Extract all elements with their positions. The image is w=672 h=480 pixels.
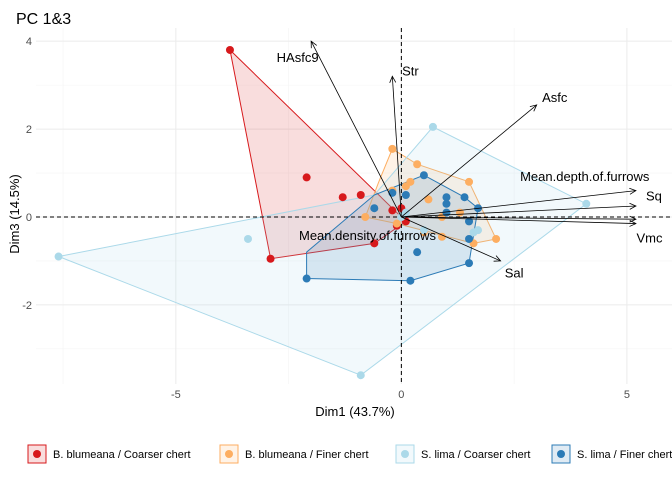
y-axis-label: Dim3 (14.5%) — [7, 174, 22, 253]
x-tick-label: 0 — [398, 389, 404, 401]
loading-label-hasfc9: HAsfc9 — [277, 50, 319, 65]
data-point-series-4 — [302, 274, 311, 283]
data-point-series-2 — [424, 195, 433, 204]
data-point-series-4 — [465, 234, 474, 243]
data-point-series-4 — [370, 204, 379, 213]
legend-marker-series-1 — [33, 450, 41, 458]
loading-arrow-asfc — [401, 104, 537, 218]
loading-label-asfc: Asfc — [542, 90, 568, 105]
loading-arrows: HAsfc9 Str Asfc Mean.depth.of.furrows Sq Vmc M… — [277, 40, 663, 281]
data-point-series-4 — [413, 248, 422, 257]
y-tick-label: -2 — [22, 300, 32, 312]
data-point-series-1 — [388, 206, 397, 215]
arrow-head — [310, 40, 317, 49]
legend: B. blumeana / Coarser chert B. blumeana /… — [27, 444, 672, 464]
loading-label-str: Str — [402, 63, 419, 78]
data-point-series-2 — [388, 144, 397, 153]
loading-arrow-mean-density-of-furrows — [401, 216, 636, 220]
data-point-series-3 — [428, 122, 437, 131]
legend-marker-series-2 — [225, 450, 233, 458]
data-point-series-2 — [361, 212, 370, 221]
legend-marker-series-3 — [401, 450, 409, 458]
loading-label-sq: Sq — [646, 189, 662, 204]
y-tick-label: 4 — [26, 36, 32, 48]
data-point-series-2 — [406, 177, 415, 186]
data-point-series-2 — [465, 177, 474, 186]
arrow-head — [389, 75, 397, 83]
data-point-series-2 — [492, 234, 501, 243]
data-point-series-4 — [401, 191, 410, 200]
loading-label-mean-density-of-furrows: Mean.density.of.furrows — [299, 228, 437, 243]
hull-layer — [56, 48, 588, 376]
x-tick-label: -5 — [171, 389, 181, 401]
loading-arrow-vmc — [401, 216, 636, 224]
loading-arrow-str — [391, 76, 402, 218]
arrow-head — [629, 202, 637, 210]
data-point-series-3 — [54, 252, 63, 261]
loading-label-sal: Sal — [505, 266, 524, 281]
data-point-series-3 — [244, 234, 252, 243]
data-point-series-1 — [338, 193, 347, 202]
legend-label-series-2: B. blumeana / Finer chert — [245, 449, 369, 461]
y-tick-label: 2 — [26, 124, 32, 136]
tick-labels: -5 0 5 -2 0 2 4 — [22, 36, 630, 401]
legend-label-series-4: S. lima / Finer chert — [577, 449, 672, 461]
loading-label-mean-depth-of-furrows: Mean.depth.of.furrows — [520, 169, 650, 184]
arrow-head — [529, 104, 538, 112]
x-tick-label: 5 — [624, 389, 630, 401]
data-point-series-4 — [419, 171, 428, 180]
loading-label-vmc: Vmc — [636, 230, 663, 245]
arrow-head — [629, 187, 637, 195]
data-point-series-4 — [442, 193, 451, 202]
data-point-series-2 — [437, 232, 446, 241]
data-point-series-3 — [356, 371, 365, 380]
data-point-series-2 — [413, 160, 422, 169]
y-tick-label: 0 — [26, 212, 32, 224]
x-axis-label: Dim1 (43.7%) — [315, 404, 394, 419]
legend-label-series-1: B. blumeana / Coarser chert — [53, 449, 191, 461]
data-point-series-4 — [465, 259, 474, 268]
data-point-series-1 — [370, 239, 379, 248]
chart-title: PC 1&3 — [16, 11, 71, 28]
legend-label-series-3: S. lima / Coarser chert — [421, 449, 530, 461]
data-point-series-4 — [406, 276, 415, 285]
arrow-head — [629, 215, 637, 223]
data-point-series-1 — [302, 173, 311, 182]
data-point-series-3 — [474, 226, 483, 235]
legend-marker-series-4 — [557, 450, 565, 458]
arrow-head — [493, 255, 502, 262]
loading-arrow-sal — [401, 216, 501, 262]
data-point-series-1 — [266, 254, 275, 263]
data-point-series-2 — [392, 219, 401, 228]
loading-arrow-sq — [401, 205, 636, 218]
data-point-series-4 — [442, 199, 451, 208]
data-point-series-4 — [460, 193, 469, 202]
data-point-series-1 — [225, 45, 234, 54]
data-point-series-4 — [465, 217, 474, 226]
data-point-series-4 — [388, 188, 397, 197]
data-point-series-1 — [356, 191, 365, 200]
data-point-series-3 — [582, 199, 591, 208]
loading-arrow-hasfc9 — [310, 41, 402, 218]
loading-arrow-mean-depth-of-furrows — [401, 190, 636, 218]
